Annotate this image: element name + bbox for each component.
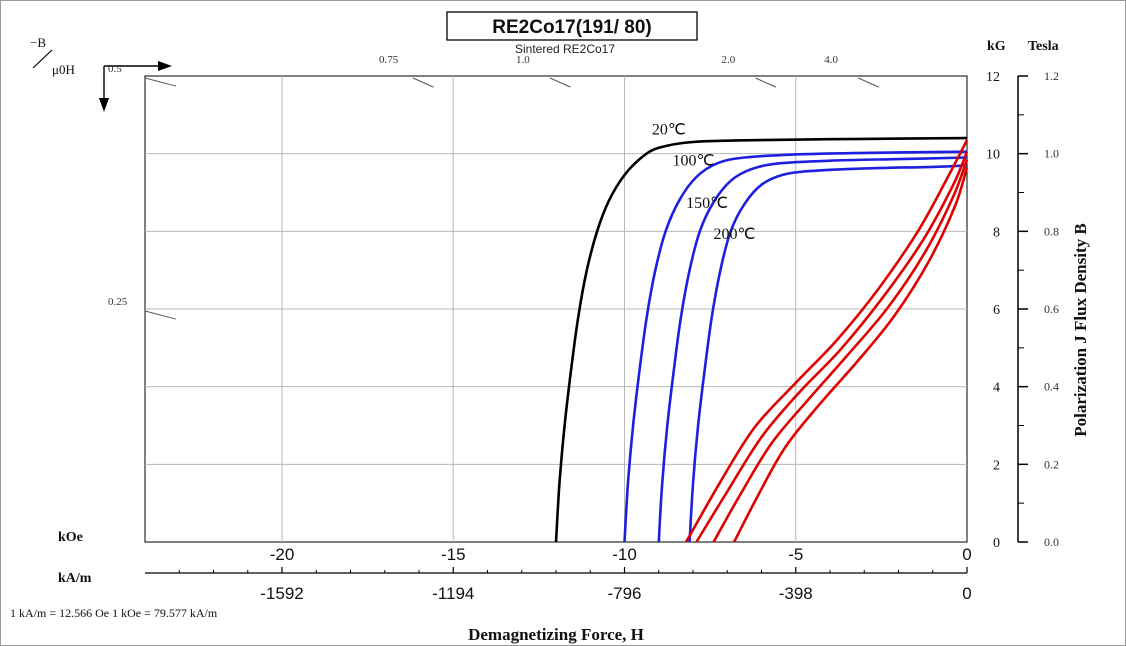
intrinsic-curve	[657, 156, 968, 543]
y-tick-label-kg: 8	[993, 225, 1000, 240]
x-tick-label-koe: -15	[441, 545, 466, 564]
permeance-tick	[412, 77, 434, 88]
y-unit-tesla: Tesla	[1028, 39, 1059, 54]
intrinsic-curve	[623, 150, 968, 543]
chart-subtitle: Sintered RE2Co17	[515, 42, 615, 56]
y-axis-title: Polarization J Flux Density B	[1071, 223, 1090, 436]
labels: 0.5 0.75 1.0 2.0 4.0 0.25 20℃ 100℃ 150℃ 200℃ 0 0.0 2…	[10, 11, 1090, 644]
x-tick-label-koe: 0	[962, 545, 971, 564]
permeance-fraction-slash	[32, 49, 53, 69]
permeance-label: 0.25	[108, 296, 128, 308]
permeance-symbol-b: −B	[30, 35, 46, 50]
x-unit-kam: kA/m	[58, 571, 92, 586]
permeance-label: 4.0	[824, 54, 838, 66]
normal-curve	[695, 151, 969, 543]
x-unit-koe: kOe	[58, 530, 83, 545]
permeance-arrow-down-head	[99, 98, 109, 112]
permeance-tick	[755, 77, 777, 88]
y-tick-label-tesla: 0.0	[1044, 535, 1059, 549]
x-tick-label-kam: -796	[607, 584, 641, 603]
normal-curve	[684, 139, 969, 543]
x-tick-label-kam: -398	[779, 584, 813, 603]
permeance-arrow-right-head	[158, 61, 172, 71]
x-tick-label-kam: -1592	[260, 584, 303, 603]
x-tick-label-koe: -5	[788, 545, 803, 564]
permeance-tick	[858, 77, 879, 88]
y-tick-label-kg: 2	[993, 458, 1000, 473]
y-tick-label-kg: 6	[993, 303, 1000, 318]
curves	[554, 136, 969, 543]
y-tick-label-tesla: 1.0	[1044, 147, 1059, 161]
permeance-label: 0.75	[379, 54, 399, 66]
permeance-tick	[549, 77, 571, 88]
permeance-tick	[144, 77, 176, 87]
x-tick-label-kam: 0	[962, 584, 971, 603]
y-tick-label-tesla: 0.4	[1044, 380, 1059, 394]
x-tick-label-kam: -1194	[432, 584, 474, 603]
temperature-label: 100℃	[672, 152, 714, 169]
y-tick-label-tesla: 1.2	[1044, 69, 1059, 83]
y-tick-label-tesla: 0.6	[1044, 302, 1059, 316]
y-tick-label-kg: 12	[986, 70, 1000, 85]
temperature-label: 150℃	[686, 195, 728, 212]
permeance-tick	[144, 310, 176, 320]
grid	[144, 75, 968, 543]
intrinsic-curve	[554, 136, 968, 543]
permeance-label: 0.5	[108, 63, 122, 75]
temperature-label: 20℃	[652, 121, 686, 138]
y-tick-label-tesla: 0.2	[1044, 457, 1059, 471]
chart-title: RE2Co17(191/ 80)	[492, 17, 651, 38]
conversion-note: 1 kA/m = 12.566 Oe 1 kOe = 79.577 kA/m	[10, 606, 218, 620]
y-tick-label-kg: 0	[993, 536, 1000, 551]
y-tick-label-tesla: 0.8	[1044, 224, 1059, 238]
x-tick-label-koe: -20	[270, 545, 295, 564]
permeance-symbol-mu0h: μ0H	[52, 62, 75, 77]
permeance-label: 2.0	[722, 54, 736, 66]
permeance-label: 1.0	[516, 54, 530, 66]
temperature-label: 200℃	[714, 226, 756, 243]
axes	[32, 49, 1028, 574]
x-tick-label-koe: -10	[612, 545, 637, 564]
y-tick-label-kg: 10	[986, 148, 1000, 163]
title-box	[446, 11, 698, 41]
y-tick-label-kg: 4	[993, 381, 1000, 396]
intrinsic-curve	[688, 164, 968, 543]
y-unit-kg: kG	[987, 39, 1006, 54]
x-axis-title: Demagnetizing Force, H	[468, 625, 644, 644]
normal-curve	[712, 159, 969, 543]
normal-curve	[732, 166, 969, 543]
